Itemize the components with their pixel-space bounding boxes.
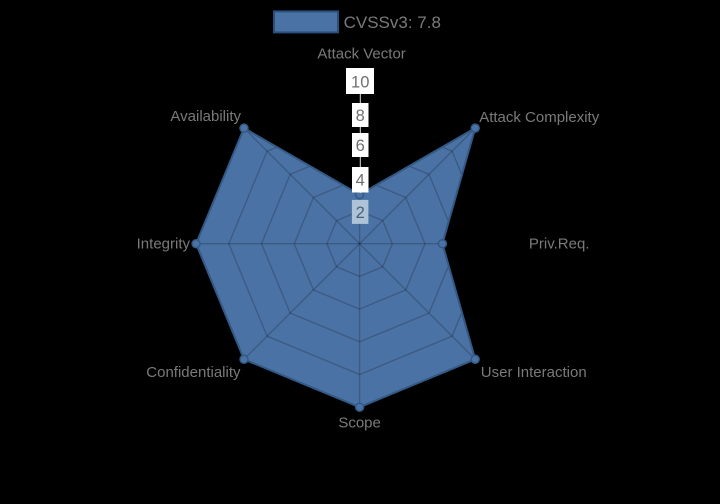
svg-text:Attack Complexity: Attack Complexity [479,109,600,126]
svg-text:4: 4 [356,171,365,189]
svg-text:CVSSv3: 7.8: CVSSv3: 7.8 [344,13,441,32]
svg-text:10: 10 [351,73,369,91]
svg-text:Priv.Req.: Priv.Req. [529,235,590,252]
svg-text:User Interaction: User Interaction [481,364,587,381]
svg-text:Scope: Scope [338,415,381,432]
svg-text:Availability: Availability [170,108,241,125]
svg-text:Confidentiality: Confidentiality [146,364,241,381]
svg-text:6: 6 [356,137,365,155]
svg-text:Attack Vector: Attack Vector [317,46,405,63]
svg-text:2: 2 [356,204,365,222]
svg-text:Integrity: Integrity [137,235,191,252]
svg-text:8: 8 [356,107,365,125]
